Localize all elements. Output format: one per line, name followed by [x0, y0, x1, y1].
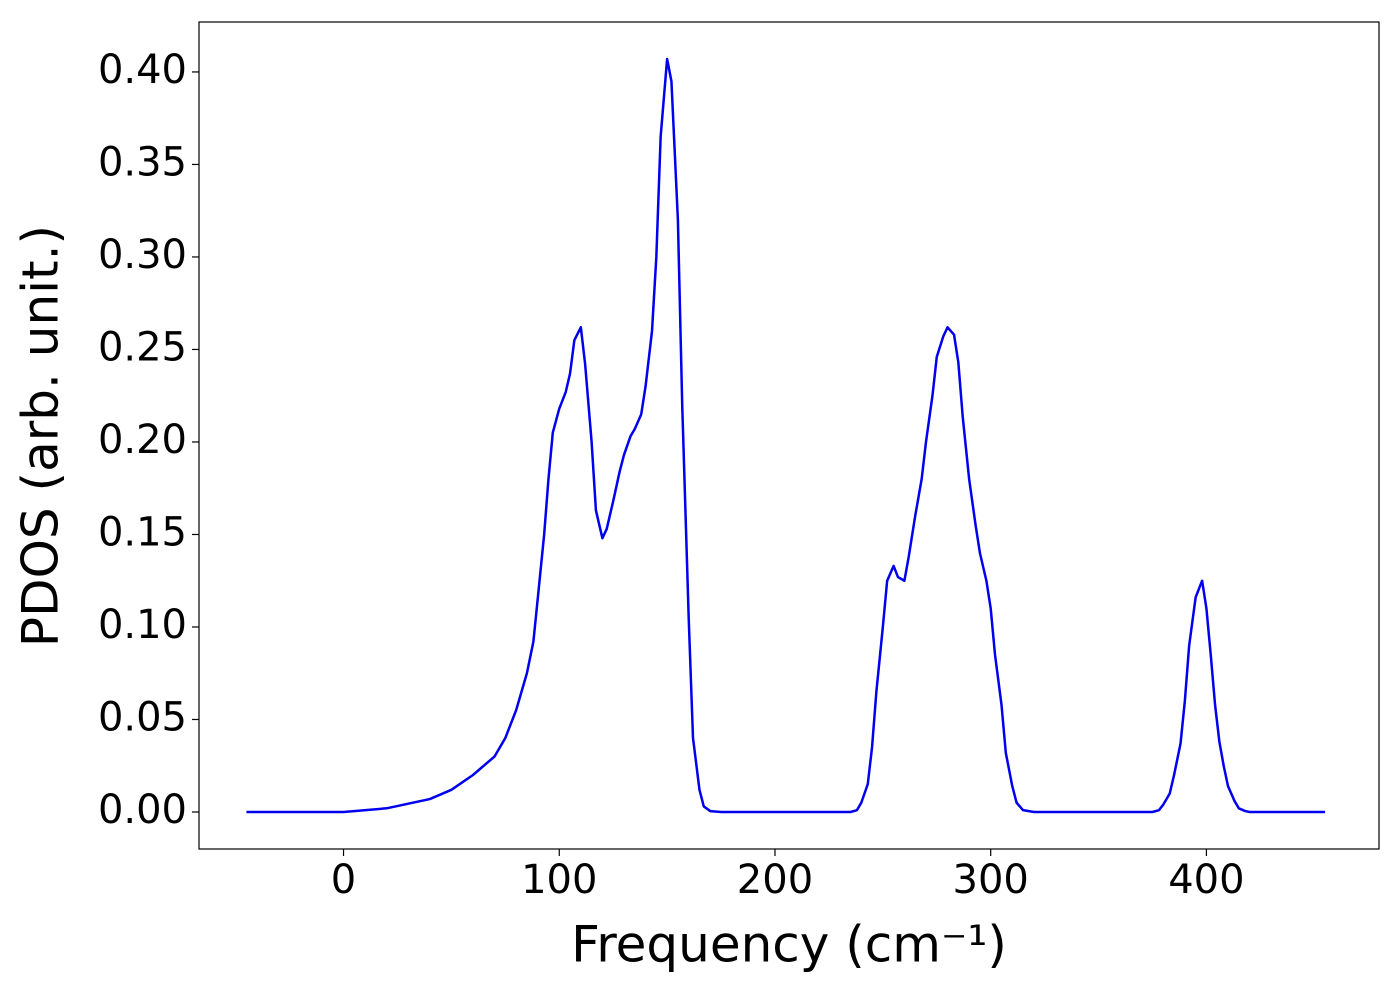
y-tick-label: 0.15	[98, 509, 187, 555]
y-tick-label: 0.10	[98, 602, 187, 648]
y-axis-label: PDOS (arb. unit.)	[12, 225, 70, 647]
x-tick-label: 200	[737, 857, 813, 903]
y-tick-label: 0.25	[98, 324, 187, 370]
y-tick-label: 0.40	[98, 47, 187, 93]
x-tick-label: 300	[953, 857, 1029, 903]
plot-frame	[198, 21, 1380, 850]
x-tick-label: 0	[331, 857, 356, 903]
x-axis-label: Frequency (cm⁻¹)	[571, 916, 1007, 974]
y-tick-label: 0.00	[98, 787, 187, 833]
x-tick-label: 400	[1168, 857, 1244, 903]
data-line	[246, 57, 1326, 814]
y-tick-label: 0.20	[98, 417, 187, 463]
x-tick-label: 100	[521, 857, 597, 903]
y-tick-label: 0.30	[98, 232, 187, 278]
y-tick-label: 0.05	[98, 694, 187, 740]
y-tick-label: 0.35	[98, 139, 187, 185]
